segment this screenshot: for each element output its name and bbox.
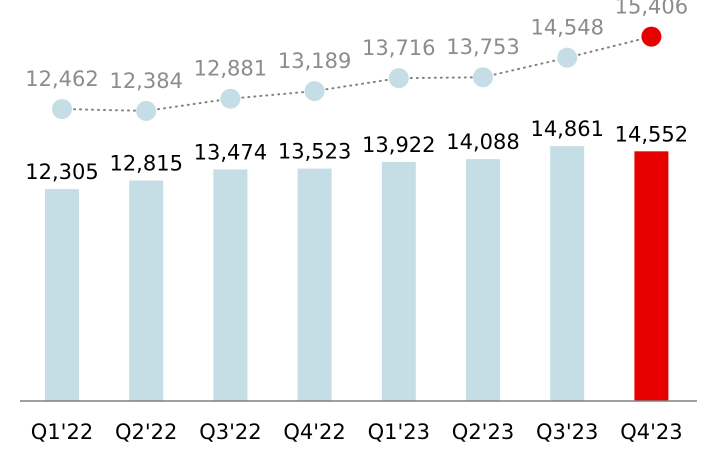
data-labels-group: 12,305 12,815 13,474 13,523 13,922 14,088 14,8… <box>25 0 688 184</box>
bar-2 <box>213 169 248 401</box>
bar-value-label-2: 13,474 <box>194 140 267 164</box>
bar-6 <box>550 146 585 401</box>
bar-value-label-3: 13,523 <box>278 140 351 164</box>
bars-group <box>45 146 669 401</box>
line-connector-5 <box>482 56 569 79</box>
bar-value-label-6: 14,861 <box>530 117 603 141</box>
x-tick-label-0: Q1'22 <box>31 420 93 444</box>
bar-value-label-7: 14,552 <box>615 122 688 146</box>
line-marker-5 <box>473 67 493 88</box>
line-dotted-connector-group <box>61 35 653 112</box>
x-tick-label-3: Q4'22 <box>283 420 345 444</box>
x-tick-label-5: Q2'23 <box>452 420 514 444</box>
line-marker-6 <box>557 47 578 68</box>
line-value-label-1: 12,384 <box>109 69 182 93</box>
x-tick-label-4: Q1'23 <box>368 420 430 444</box>
line-value-label-3: 13,189 <box>278 49 351 73</box>
line-markers-group <box>52 26 662 121</box>
line-value-label-2: 12,881 <box>194 57 267 81</box>
bar-3 <box>297 168 332 401</box>
line-marker-1 <box>136 100 157 121</box>
line-marker-2 <box>220 88 241 109</box>
line-marker-7 <box>641 26 662 47</box>
line-connector-0 <box>61 108 148 112</box>
line-marker-0 <box>52 99 72 119</box>
line-connector-2 <box>229 90 316 100</box>
line-connector-3 <box>313 77 400 93</box>
x-tick-labels-group: Q1'22 Q2'22 Q3'22 Q4'22 Q1'23 Q2'23 Q3'23 Q4'23 <box>31 420 683 444</box>
line-value-label-7: 15,406 <box>615 0 688 19</box>
line-connector-6 <box>566 35 653 59</box>
line-value-label-0: 12,462 <box>25 67 98 91</box>
x-tick-label-7: Q4'23 <box>620 420 682 444</box>
x-tick-label-6: Q3'23 <box>536 420 598 444</box>
line-value-label-4: 13,716 <box>362 36 435 60</box>
bar-value-label-1: 12,815 <box>109 152 182 176</box>
line-connector-1 <box>145 97 232 112</box>
bar-value-label-0: 12,305 <box>25 160 98 184</box>
line-connector-4 <box>397 76 484 80</box>
bar-0 <box>45 189 79 401</box>
bar-4 <box>381 161 416 401</box>
bar-1 <box>129 180 164 401</box>
line-value-label-5: 13,753 <box>446 35 519 59</box>
line-value-label-6: 14,548 <box>530 16 603 40</box>
bar-value-label-4: 13,922 <box>362 133 435 157</box>
line-marker-4 <box>388 68 409 89</box>
bar-5 <box>466 159 500 401</box>
bar-7 <box>634 151 669 401</box>
line-marker-3 <box>304 81 325 102</box>
x-tick-label-1: Q2'22 <box>115 420 177 444</box>
x-tick-label-2: Q3'22 <box>199 420 261 444</box>
bar-value-label-5: 14,088 <box>446 130 519 154</box>
